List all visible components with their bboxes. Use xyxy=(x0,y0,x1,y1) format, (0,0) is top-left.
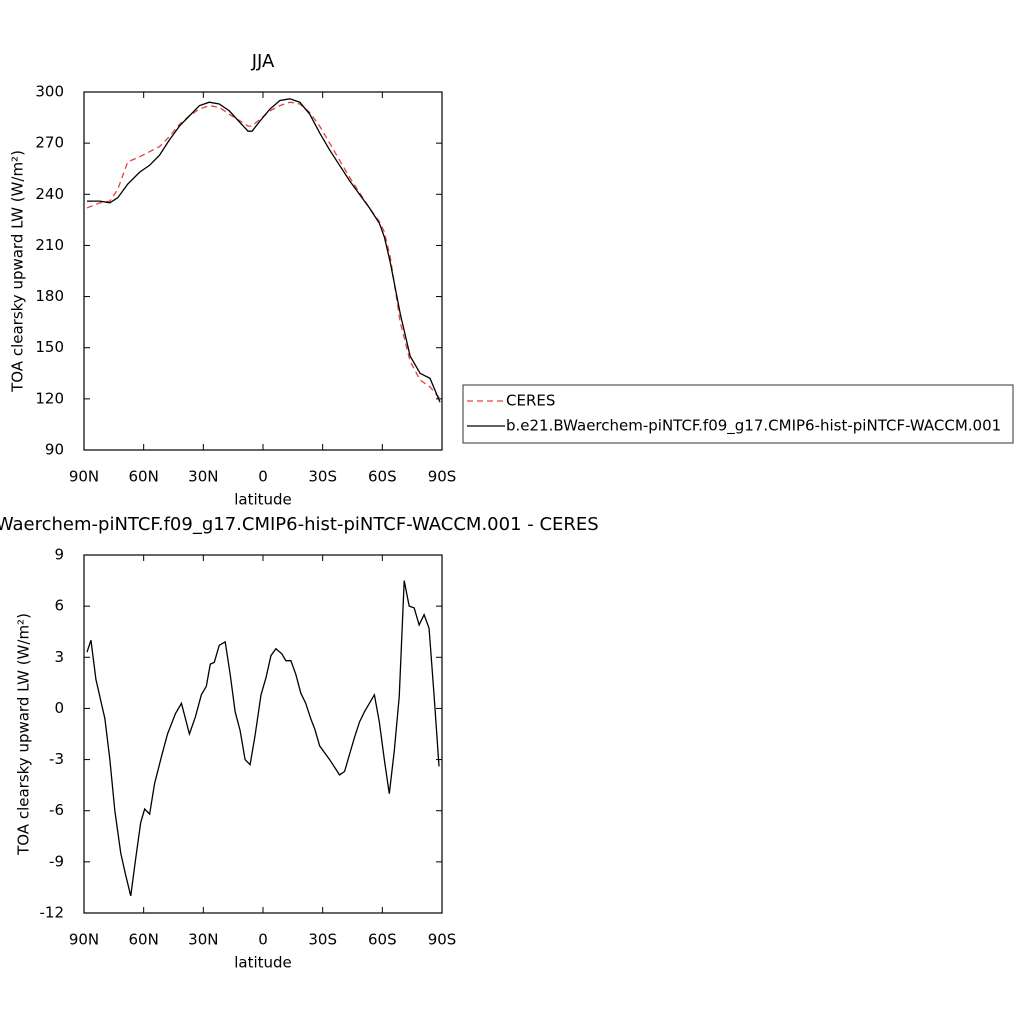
x-tick-label: 0 xyxy=(258,468,268,486)
y-axis-title: TOA clearsky upward LW (W/m²) xyxy=(15,613,33,856)
legend-label: b.e21.BWaerchem-piNTCF.f09_g17.CMIP6-his… xyxy=(506,417,1001,436)
x-tick-label: 60N xyxy=(129,931,159,949)
y-tick-label: -12 xyxy=(40,904,65,922)
chart-title: JJA xyxy=(251,51,275,72)
y-tick-label: 300 xyxy=(35,83,64,101)
y-tick-label: 210 xyxy=(35,236,64,254)
x-tick-label: 90N xyxy=(69,931,99,949)
x-tick-label: 0 xyxy=(258,931,268,949)
x-tick-label: 60S xyxy=(368,931,397,949)
x-axis-title: latitude xyxy=(234,491,292,509)
legend-box xyxy=(462,384,1014,444)
data-line xyxy=(86,580,440,897)
x-tick-label: 30S xyxy=(308,931,337,949)
y-tick-label: -6 xyxy=(49,801,64,819)
x-tick-label: 30N xyxy=(188,931,218,949)
y-tick-label: 240 xyxy=(35,185,64,203)
x-tick-label: 90S xyxy=(428,468,457,486)
x-axis-title: latitude xyxy=(234,954,292,972)
y-tick-label: 120 xyxy=(35,389,64,407)
plot-frame xyxy=(83,554,443,914)
x-tick-label: 30S xyxy=(308,468,337,486)
y-tick-label: 180 xyxy=(35,287,64,305)
x-tick-label: 60N xyxy=(129,468,159,486)
y-tick-label: 9 xyxy=(54,546,64,564)
y-tick-label: 6 xyxy=(54,597,64,615)
y-tick-label: 150 xyxy=(35,338,64,356)
y-tick-label: 3 xyxy=(54,648,64,666)
x-tick-label: 60S xyxy=(368,468,397,486)
y-tick-label: 270 xyxy=(35,134,64,152)
y-tick-label: 90 xyxy=(45,441,64,459)
y-tick-label: -3 xyxy=(49,750,64,768)
plot-frame xyxy=(83,91,443,451)
x-tick-label: 30N xyxy=(188,468,218,486)
y-tick-label: 0 xyxy=(54,699,64,717)
chart-title: b.e21.BWaerchem-piNTCF.f09_g17.CMIP6-his… xyxy=(0,514,599,535)
data-line xyxy=(86,98,441,403)
legend-label: CERES xyxy=(506,392,555,410)
x-tick-label: 90N xyxy=(69,468,99,486)
y-axis-title: TOA clearsky upward LW (W/m²) xyxy=(9,150,27,393)
y-tick-label: -9 xyxy=(49,852,64,870)
x-tick-label: 90S xyxy=(428,931,457,949)
